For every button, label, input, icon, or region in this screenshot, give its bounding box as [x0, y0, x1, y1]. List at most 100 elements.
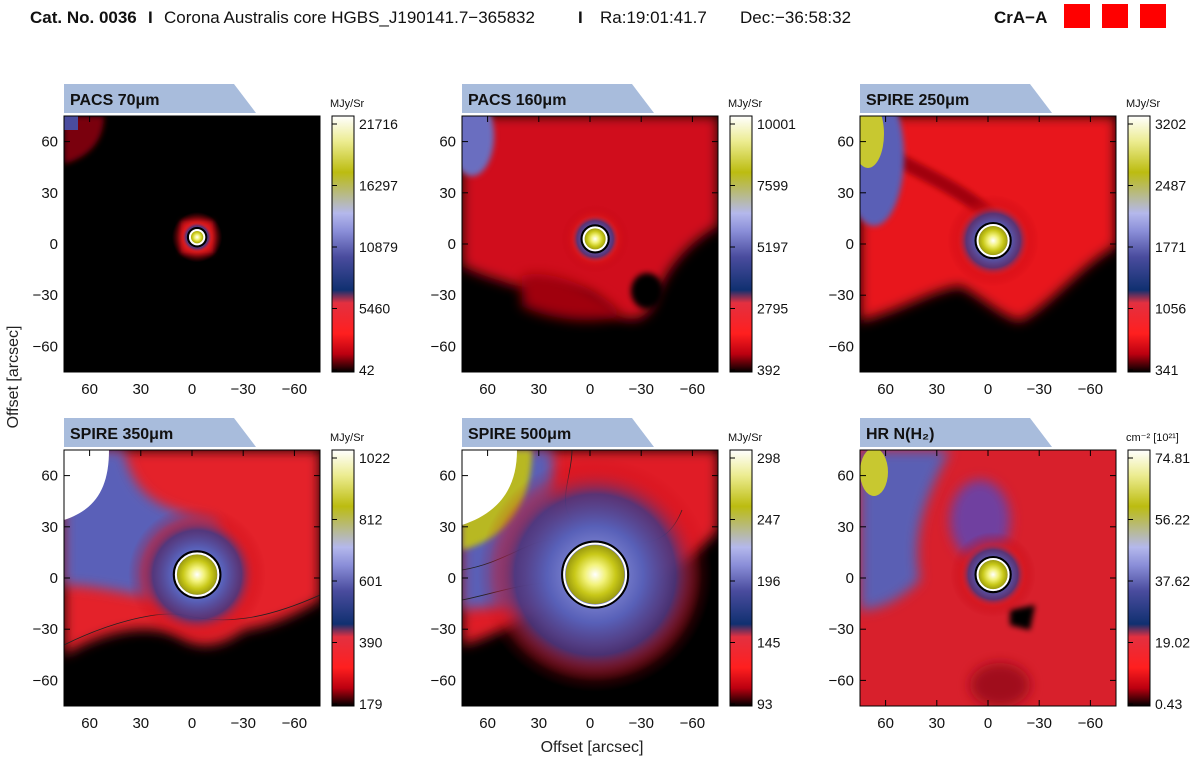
- colorbar-tick-label: 56.22: [1155, 512, 1190, 528]
- colorbar-tick-label: 341: [1155, 362, 1179, 378]
- beam-circle-outer: [580, 224, 610, 254]
- y-tick-label: −60: [829, 672, 854, 689]
- colorbar-unit: MJy/Sr: [728, 432, 763, 444]
- x-tick-label: 0: [188, 715, 196, 732]
- y-tick-label: 0: [50, 570, 58, 587]
- colorbar-tick-label: 74.81: [1155, 450, 1190, 466]
- x-tick-label: 0: [984, 381, 992, 398]
- panel-title-tab: [860, 418, 1052, 447]
- y-tick-label: −30: [431, 621, 456, 638]
- y-tick-label: 30: [837, 519, 854, 536]
- heatmap-image: [860, 450, 1116, 706]
- x-tick-label: 60: [479, 381, 496, 398]
- heatmap-image: [64, 116, 320, 372]
- panel-title: HR N(H₂): [866, 426, 934, 443]
- colorbar-tick-label: 2795: [757, 301, 788, 317]
- y-tick-label: 30: [837, 185, 854, 202]
- colorbar-tick-label: 812: [359, 512, 383, 528]
- colorbar-tick-label: 392: [757, 362, 781, 378]
- y-tick-label: 30: [439, 185, 456, 202]
- colorbar-tick-label: 1022: [359, 450, 390, 466]
- colorbar-tick-label: 3202: [1155, 116, 1186, 132]
- y-tick-label: 30: [41, 519, 58, 536]
- colorbar-unit: MJy/Sr: [1126, 98, 1161, 110]
- colorbar: [331, 115, 355, 373]
- header-separator: I: [578, 8, 583, 27]
- right-ascension: Ra:19:01:41.7: [600, 8, 707, 27]
- y-tick-label: −60: [431, 338, 456, 355]
- colorbar: [331, 449, 355, 707]
- colorbar-unit: MJy/Sr: [728, 98, 763, 110]
- x-tick-label: −60: [680, 381, 705, 398]
- declination: Dec:−36:58:32: [740, 8, 852, 27]
- colorbar-tick-label: 5460: [359, 301, 390, 317]
- y-tick-label: −30: [431, 287, 456, 304]
- y-tick-label: 30: [439, 519, 456, 536]
- y-tick-label: −60: [33, 338, 58, 355]
- colorbar-tick-label: 19.02: [1155, 635, 1190, 651]
- heatmap-image: [462, 116, 718, 372]
- colorbar-tick-label: 1056: [1155, 301, 1186, 317]
- y-tick-label: 60: [41, 134, 58, 151]
- colorbar-tick-label: 179: [359, 696, 383, 712]
- colorbar-tick-label: 196: [757, 573, 781, 589]
- y-tick-label: −30: [829, 621, 854, 638]
- x-tick-label: 30: [530, 381, 547, 398]
- x-tick-label: −30: [230, 715, 255, 732]
- panel-title-tab: [462, 84, 654, 113]
- y-tick-label: 0: [846, 570, 854, 587]
- colorbar-tick-label: 1771: [1155, 239, 1186, 255]
- x-tick-label: −30: [1026, 715, 1051, 732]
- map-panel: HR N(H₂) 60 30 0 −30 −60 60 30 0 −30 −60 cm⁻² [10²¹…: [829, 418, 1190, 732]
- beam-circle: [976, 558, 1010, 592]
- y-tick-label: −30: [33, 621, 58, 638]
- colorbar-tick-label: 10879: [359, 239, 398, 255]
- colorbar: [1127, 115, 1151, 373]
- beam-circle-outer: [186, 226, 208, 248]
- x-tick-label: −60: [282, 381, 307, 398]
- y-tick-label: 60: [837, 134, 854, 151]
- beam-circle: [188, 229, 206, 246]
- panel-title: PACS 70μm: [70, 92, 160, 109]
- beam-circle-outer: [974, 555, 1012, 594]
- colorbar-tick-label: 42: [359, 362, 375, 378]
- x-tick-label: −60: [1078, 715, 1103, 732]
- panel-title: SPIRE 500μm: [468, 426, 571, 443]
- y-axis-label: Offset [arcsec]: [5, 326, 22, 429]
- x-tick-label: −30: [230, 381, 255, 398]
- y-tick-label: −60: [33, 672, 58, 689]
- map-panel: SPIRE 350μm 60 30 0 −30 −60 60 30 0 −30 −60 MJy/Sr 1…: [33, 418, 390, 732]
- y-tick-label: −30: [33, 287, 58, 304]
- x-axis-label: Offset [arcsec]: [541, 739, 644, 756]
- x-tick-label: −30: [628, 381, 653, 398]
- colorbar-tick-label: 390: [359, 635, 383, 651]
- header: Cat. No. 0036 I Corona Australis core HG…: [0, 0, 1200, 40]
- y-tick-label: 0: [448, 236, 456, 253]
- panel-title-tab: [64, 84, 256, 113]
- y-tick-label: 0: [448, 570, 456, 587]
- colorbar-tick-label: 298: [757, 450, 781, 466]
- y-tick-label: −60: [431, 672, 456, 689]
- beam-circle: [582, 226, 608, 252]
- panel-title-tab: [860, 84, 1052, 113]
- y-tick-label: −30: [829, 287, 854, 304]
- beam-circle: [976, 224, 1010, 258]
- x-tick-label: −30: [628, 715, 653, 732]
- panel-title: SPIRE 350μm: [70, 426, 173, 443]
- heatmap-image: [860, 116, 1116, 372]
- beam-circle: [563, 542, 628, 607]
- panel-title: SPIRE 250μm: [866, 92, 969, 109]
- colorbar-unit: cm⁻² [10²¹]: [1126, 432, 1179, 444]
- catalog-number: Cat. No. 0036: [30, 8, 137, 27]
- header-separator: I: [148, 8, 153, 27]
- colorbar: [729, 449, 753, 707]
- colorbar-tick-label: 0.43: [1155, 696, 1182, 712]
- colorbar: [1127, 449, 1151, 707]
- region-marker: [1102, 4, 1128, 28]
- x-tick-label: 0: [586, 715, 594, 732]
- panel-title: PACS 160μm: [468, 92, 566, 109]
- y-tick-label: 60: [837, 468, 854, 485]
- colorbar-tick-label: 2487: [1155, 178, 1186, 194]
- map-panel: SPIRE 250μm 60 30 0 −30 −60 60 30 0 −30 −60 MJy/Sr 3…: [829, 84, 1186, 398]
